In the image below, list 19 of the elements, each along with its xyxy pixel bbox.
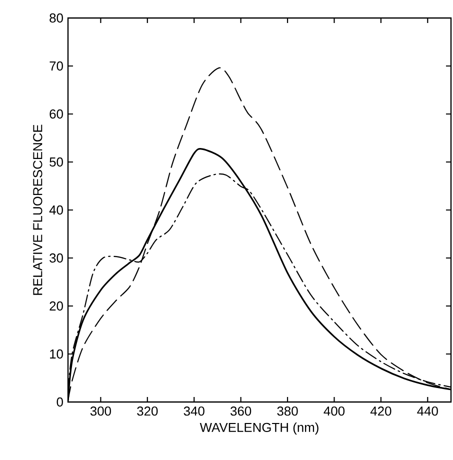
y-tick-label: 20	[50, 301, 63, 311]
y-tick-label: 50	[50, 157, 63, 167]
y-tick-label: 70	[50, 61, 63, 71]
x-tick-label: 320	[137, 406, 158, 416]
x-tick-label: 400	[324, 406, 345, 416]
x-tick-label: 360	[230, 406, 252, 416]
x-tick-label: 440	[417, 406, 438, 416]
x-tick-label: 300	[90, 406, 111, 416]
x-tick-label: 420	[370, 406, 392, 416]
y-tick-label: 0	[56, 397, 63, 407]
y-tick-label: 40	[49, 205, 63, 215]
y-tick-label: 80	[50, 13, 63, 23]
y-axis-title: RELATIVE FLUORESCENCE	[33, 124, 42, 295]
y-tick-label: 30	[50, 253, 63, 263]
x-axis-title: WAVELENGTH (nm)	[200, 422, 318, 435]
y-tick-label: 10	[50, 349, 63, 359]
y-tick-label: 60	[50, 109, 63, 119]
x-tick-label: 380	[277, 406, 298, 416]
x-tick-label: 340	[184, 406, 204, 416]
